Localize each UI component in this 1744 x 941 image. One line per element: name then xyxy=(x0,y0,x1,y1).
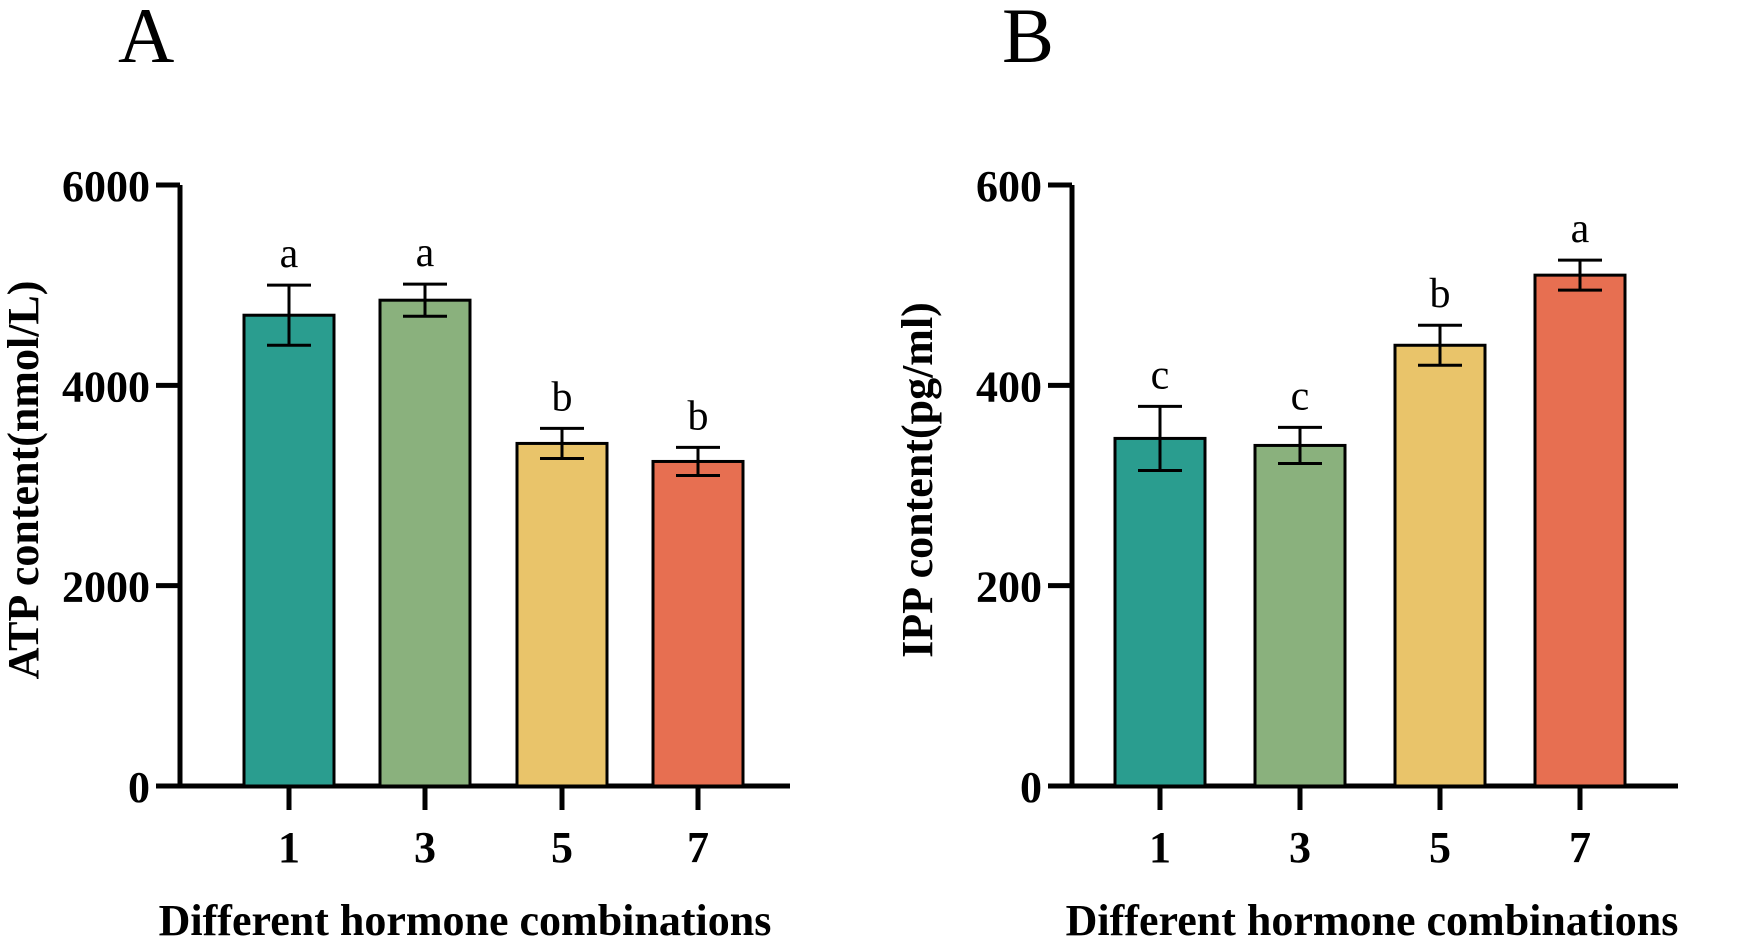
y-tick-label: 400 xyxy=(976,362,1042,411)
y-tick-label: 4000 xyxy=(62,362,150,411)
panel-label-b: B xyxy=(1002,0,1054,79)
y-tick-label: 0 xyxy=(128,763,150,812)
bar xyxy=(1113,436,1207,788)
y-tick-label: 6000 xyxy=(62,162,150,211)
bars-b xyxy=(1113,258,1627,788)
bars-a xyxy=(242,282,745,788)
x-axis-title-b: Different hormone combinations xyxy=(1066,896,1679,941)
labels-a: 1 a 3 a 5 b 7 b xyxy=(278,230,709,872)
y-axis-title-b: IPP content(pg/ml) xyxy=(893,302,942,658)
x-tick-label: 3 xyxy=(414,823,436,872)
x-tick-label: 1 xyxy=(1149,823,1171,872)
chart-panel-a: A 0 2000 4000 6000 1 a 3 a 5 b 7 b Different hormo… xyxy=(0,0,790,941)
labels-b: 1 c 3 c 5 b 7 a xyxy=(1149,206,1591,872)
bar xyxy=(242,313,336,788)
x-tick-label: 7 xyxy=(1569,823,1591,872)
significance-label: c xyxy=(1291,373,1310,419)
significance-label: a xyxy=(280,231,299,277)
significance-label: b xyxy=(688,393,709,439)
significance-label: a xyxy=(1571,206,1590,252)
chart-panel-b: B 0 200 400 600 1 c 3 c 5 b 7 a Different hormone … xyxy=(893,0,1678,941)
bar xyxy=(1533,273,1627,788)
panel-label-a: A xyxy=(118,0,174,79)
significance-label: a xyxy=(416,230,435,276)
x-tick-label: 1 xyxy=(278,823,300,872)
x-tick-label: 5 xyxy=(1429,823,1451,872)
significance-label: c xyxy=(1151,352,1170,398)
y-tick-label: 0 xyxy=(1020,763,1042,812)
significance-label: b xyxy=(552,374,573,420)
bar xyxy=(1253,443,1347,788)
significance-label: b xyxy=(1430,271,1451,317)
bar xyxy=(515,441,609,788)
x-axis-title-a: Different hormone combinations xyxy=(159,896,772,941)
axes-b: 0 200 400 600 xyxy=(976,162,1678,812)
x-tick-label: 3 xyxy=(1289,823,1311,872)
x-tick-label: 7 xyxy=(687,823,709,872)
y-tick-label: 200 xyxy=(976,563,1042,612)
x-tick-label: 5 xyxy=(551,823,573,872)
y-axis-title-a: ATP content(nmol/L) xyxy=(0,281,48,680)
y-tick-label: 2000 xyxy=(62,563,150,612)
y-tick-label: 600 xyxy=(976,162,1042,211)
bar xyxy=(651,459,745,788)
bar xyxy=(378,298,472,788)
bar xyxy=(1393,343,1487,788)
